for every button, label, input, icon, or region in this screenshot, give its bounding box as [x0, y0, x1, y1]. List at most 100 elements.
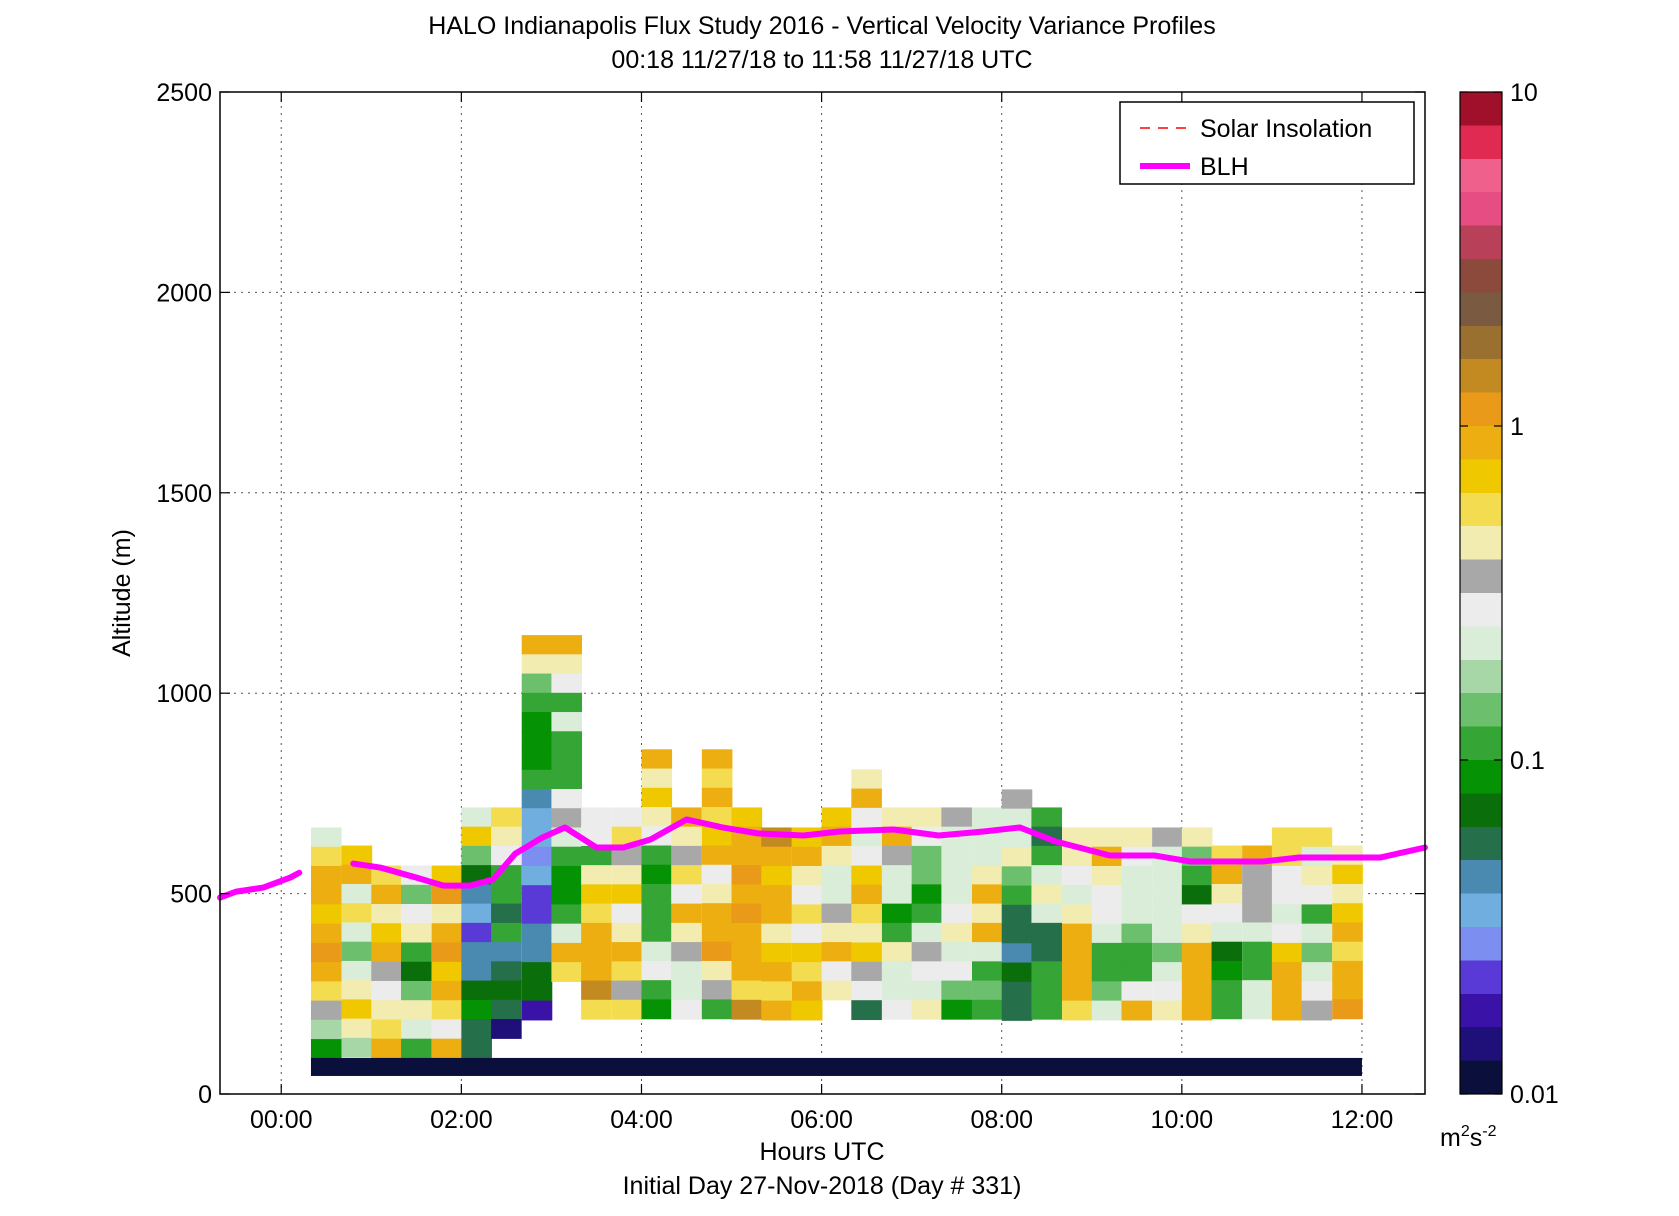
heatmap-cell [1062, 1000, 1093, 1021]
heatmap-cell [881, 922, 913, 943]
heatmap-cell [1031, 961, 1063, 982]
heatmap-cell [1121, 865, 1153, 886]
heatmap-cell [701, 903, 733, 924]
heatmap-cell [911, 980, 943, 1001]
heatmap-cell [521, 769, 553, 790]
heatmap-cell [371, 961, 402, 982]
heatmap-cell [641, 999, 673, 1020]
chart-footer: Initial Day 27-Nov-2018 (Day # 331) [623, 1172, 1022, 1200]
heatmap-cell [1301, 923, 1333, 944]
heatmap-cell [611, 884, 643, 905]
heatmap-cell [341, 845, 373, 866]
heatmap-cell [611, 961, 643, 982]
colorbar-unit-mid: s [1470, 1124, 1483, 1152]
heatmap-cell [611, 922, 643, 943]
heatmap-cell [641, 980, 673, 1001]
heatmap-cell [1031, 807, 1063, 828]
heatmap-cell [671, 942, 702, 962]
heatmap-cell [521, 731, 553, 752]
heatmap-cell [1031, 922, 1063, 943]
heatmap-cell [521, 981, 553, 1002]
heatmap-cell [761, 846, 792, 867]
heatmap-cell [1031, 942, 1063, 962]
heatmap-cell [671, 845, 702, 866]
heatmap-cell [1271, 923, 1303, 944]
heatmap-cell [731, 961, 763, 982]
heatmap-cell [881, 942, 913, 962]
heatmap-cell [1001, 847, 1033, 867]
heatmap-cell [911, 961, 943, 982]
heatmap-cell [521, 712, 553, 732]
heatmap-cell [551, 865, 583, 886]
colorbar-unit-sup2: -2 [1482, 1123, 1496, 1140]
heatmap-cell [881, 884, 913, 905]
heatmap-cell [881, 903, 913, 924]
heatmap-cell [731, 942, 763, 962]
heatmap-cell [1301, 904, 1333, 925]
heatmap-cell [521, 692, 553, 713]
heatmap-cell [1001, 924, 1033, 944]
heatmap-cell [881, 865, 913, 885]
heatmap-cell [941, 884, 972, 905]
heatmap-cell [521, 788, 553, 809]
heatmap-cell [641, 787, 673, 808]
heatmap-cell [310, 904, 342, 925]
heatmap-cell [581, 884, 612, 905]
heatmap-cell [1001, 866, 1033, 887]
heatmap-cell [581, 865, 612, 885]
heatmap-cell [1332, 960, 1363, 981]
heatmap-cell [1152, 885, 1183, 906]
heatmap-cell [971, 922, 1003, 943]
heatmap-cell [791, 923, 823, 944]
heatmap-cell [821, 922, 853, 943]
heatmap-cell [1242, 903, 1273, 924]
y-tick-label: 1500 [156, 480, 212, 508]
heatmap-cell [1121, 962, 1153, 982]
heatmap-cell [1301, 1000, 1333, 1021]
heatmap-cell [1031, 980, 1063, 1001]
colorbar-tick-label: 0.01 [1510, 1081, 1559, 1109]
heatmap-cell [611, 845, 643, 866]
heatmap-cell [1271, 827, 1303, 848]
heatmap-cell [1062, 865, 1093, 886]
blh-line-segment-1 [350, 816, 1428, 889]
heatmap-cell [611, 807, 643, 828]
heatmap-cell [1031, 865, 1063, 885]
heatmap-cell [911, 865, 943, 885]
heatmap-cell [341, 960, 373, 981]
x-tick-label: 04:00 [610, 1106, 673, 1134]
heatmap-cell [1062, 923, 1093, 944]
colorbar-unit: m2s-2 [1440, 1123, 1497, 1152]
heatmap-cell [521, 865, 553, 886]
heatmap-cell [341, 1037, 373, 1058]
heatmap-cell [701, 768, 733, 789]
legend-label-blh: BLH [1200, 153, 1249, 181]
heatmap-cell [1181, 942, 1213, 963]
heatmap-cell [731, 999, 763, 1020]
heatmap-cell [1332, 941, 1363, 962]
heatmap-cell [641, 845, 673, 866]
heatmap-cell [1332, 903, 1363, 924]
heatmap-cell [791, 942, 823, 963]
heatmap-cell [551, 923, 583, 944]
heatmap-cell [1062, 962, 1093, 982]
heatmap-cell [1091, 904, 1123, 925]
heatmap-cell [461, 826, 492, 847]
heatmap-cell [611, 980, 643, 1001]
heatmap-cell [851, 884, 882, 905]
heatmap-cell [911, 807, 943, 828]
heatmap-cell [701, 749, 733, 770]
heatmap-cell [941, 807, 972, 828]
heatmap-cell [791, 962, 823, 982]
heatmap-cell [491, 922, 522, 943]
plot-frame [219, 91, 1426, 1095]
heatmap-cell [461, 807, 492, 828]
heatmap-cell [1181, 981, 1213, 1002]
heatmap-cell [371, 942, 402, 963]
heatmap-cell [521, 750, 553, 771]
heatmap-cell [1091, 942, 1123, 963]
heatmap-cell [701, 864, 733, 885]
heatmap-cell [1301, 942, 1333, 963]
y-tick-label: 0 [198, 1081, 212, 1109]
